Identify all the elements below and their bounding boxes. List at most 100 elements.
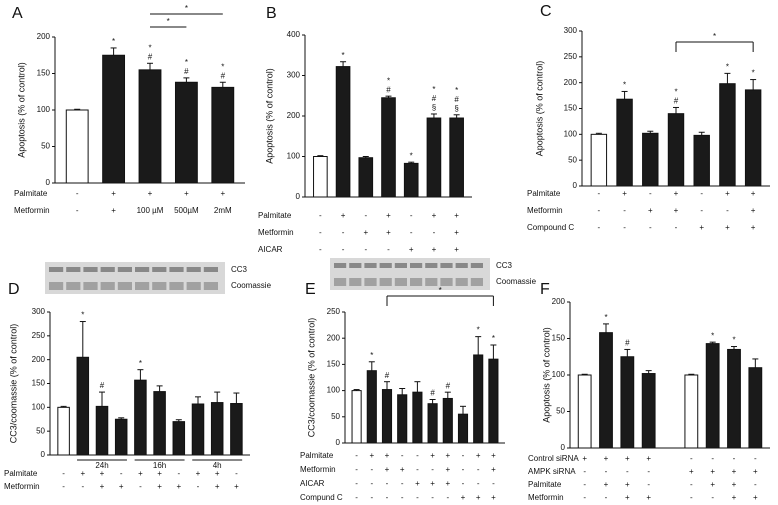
row-value: -	[416, 493, 419, 502]
row-value: +	[454, 228, 459, 237]
significance-mark: *	[185, 58, 188, 67]
row-label: Metformin	[528, 493, 564, 502]
significance-mark: *	[387, 76, 390, 85]
row-value: +	[111, 189, 116, 198]
row-value: -	[355, 451, 358, 460]
bar	[641, 373, 656, 449]
significance-mark: *	[410, 151, 413, 160]
row-value: +	[725, 189, 730, 198]
row-value: -	[626, 467, 629, 476]
row-value: +	[689, 467, 694, 476]
blot-band	[66, 282, 81, 290]
row-value: -	[446, 493, 449, 502]
row-value: -	[355, 465, 358, 474]
bar	[210, 402, 224, 456]
row-value: +	[674, 189, 679, 198]
row-value: -	[370, 479, 373, 488]
significance-mark: *	[455, 86, 458, 95]
blot-label: Coomassie	[496, 277, 537, 286]
row-value: -	[386, 493, 389, 502]
blot-band	[364, 278, 377, 286]
row-label: Palmitate	[527, 189, 561, 198]
y-tick-label: 50	[36, 426, 45, 435]
blot-band	[410, 263, 423, 268]
row-value: -	[76, 206, 79, 215]
row-label: Palmitate	[4, 469, 38, 478]
blot-band	[425, 263, 438, 268]
bar	[426, 117, 442, 198]
row-value: -	[623, 206, 626, 215]
row-value: +	[710, 480, 715, 489]
y-tick-label: 250	[327, 307, 341, 316]
row-value: +	[699, 223, 704, 232]
row-value: +	[454, 245, 459, 254]
row-value: +	[432, 245, 437, 254]
row-value: -	[754, 480, 757, 489]
y-tick-label: 200	[564, 78, 578, 87]
row-value: -	[700, 189, 703, 198]
row-value: +	[753, 467, 758, 476]
significance-mark: *	[139, 359, 142, 368]
row-label: Compund C	[300, 493, 343, 502]
group-label: 24h	[95, 461, 108, 470]
bar	[642, 132, 659, 187]
row-value: +	[454, 211, 459, 220]
bar	[114, 418, 128, 456]
significance-mark: *	[492, 334, 495, 343]
bar	[381, 97, 396, 198]
bracket-label: *	[439, 286, 442, 295]
row-label: AICAR	[258, 245, 283, 254]
significance-mark: *	[112, 37, 115, 46]
row-value: -	[410, 211, 413, 220]
bar	[191, 403, 205, 456]
bar	[488, 358, 499, 444]
row-value: -	[364, 245, 367, 254]
row-value: -	[197, 482, 200, 491]
significance-mark: *	[148, 43, 151, 52]
row-label: Compound C	[527, 223, 574, 232]
y-axis-label: Apoptosis (% of control)	[16, 62, 26, 158]
y-tick-label: 100	[287, 152, 301, 161]
row-value: -	[733, 454, 736, 463]
bar	[457, 413, 469, 444]
blot-band	[410, 278, 423, 286]
significance-mark: #	[674, 97, 679, 106]
row-value: -	[387, 245, 390, 254]
significance-mark: #	[454, 95, 459, 104]
blot-band	[169, 282, 184, 290]
y-tick-label: 150	[32, 379, 46, 388]
row-value: +	[622, 189, 627, 198]
y-tick-label: 50	[556, 407, 565, 416]
bar	[473, 354, 484, 444]
row-value: -	[649, 189, 652, 198]
row-value: -	[386, 479, 389, 488]
blot-band	[117, 267, 132, 272]
y-tick-label: 300	[564, 26, 578, 35]
blot-band	[152, 282, 167, 290]
blot-band	[334, 278, 347, 286]
blot-band	[66, 267, 81, 272]
bar	[397, 394, 408, 444]
y-tick-label: 100	[564, 129, 578, 138]
row-value: +	[430, 479, 435, 488]
y-axis-label: CC3/coomassie (% of control)	[8, 324, 18, 444]
row-value: -	[598, 189, 601, 198]
bar	[335, 66, 351, 198]
significance-mark: *	[370, 351, 373, 360]
y-tick-label: 300	[287, 71, 301, 80]
significance-mark: §	[432, 103, 436, 112]
panel-letter: C	[540, 3, 552, 20]
y-tick-label: 250	[32, 331, 46, 340]
y-tick-label: 100	[327, 386, 341, 395]
row-value: +	[409, 245, 414, 254]
row-value: -	[431, 493, 434, 502]
row-value: +	[732, 480, 737, 489]
panel: E CC3/coomassie (% of control) 0 50 100 150 20…	[300, 258, 537, 502]
y-tick-label: 0	[336, 438, 341, 447]
row-value: -	[647, 480, 650, 489]
significance-mark: *	[711, 331, 714, 340]
bracket-label: *	[167, 17, 170, 26]
blot-band	[186, 267, 201, 272]
